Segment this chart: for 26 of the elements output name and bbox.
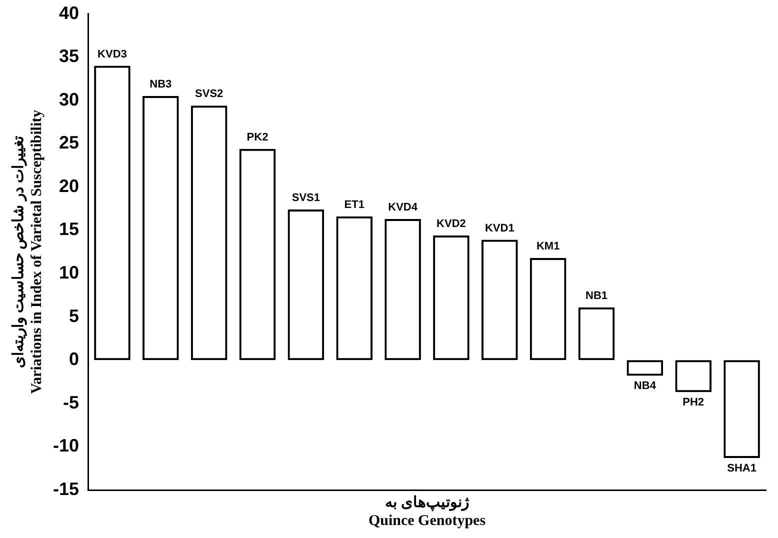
y-tick-label: 0: [69, 349, 80, 370]
y-tick-label: 15: [58, 219, 80, 240]
y-tick-label: 40: [58, 2, 80, 23]
y-tick-label: -10: [53, 436, 80, 456]
y-tick-label: 30: [58, 89, 80, 110]
x-tick-label: KVD1: [484, 222, 514, 234]
x-tick-label: PH2: [682, 396, 704, 409]
x-tick-label: PK2: [246, 131, 268, 144]
y-tick-label: 35: [58, 46, 80, 66]
x-tick-label: NB1: [585, 290, 608, 302]
x-tick-label: ET1: [344, 198, 364, 211]
y-tick-label: 5: [69, 306, 80, 326]
x-tick-label: KVD2: [436, 218, 466, 230]
x-tick-label: KVD4: [388, 202, 418, 214]
x-tick-label: SVS2: [195, 88, 224, 100]
x-tick-label: SVS1: [292, 192, 320, 204]
x-tick-label: NB4: [634, 380, 657, 392]
y-tick-label: -5: [63, 392, 80, 412]
x-tick-label: SHA1: [727, 462, 756, 474]
y-tick-label: -15: [53, 478, 80, 499]
y-tick-label: 20: [58, 176, 80, 196]
y-tick-label: 25: [58, 132, 80, 153]
y-tick-label: 10: [58, 262, 80, 283]
x-tick-label: KM1: [536, 240, 560, 252]
x-tick-label: NB3: [150, 78, 172, 91]
x-tick-label: KVD3: [98, 48, 127, 60]
